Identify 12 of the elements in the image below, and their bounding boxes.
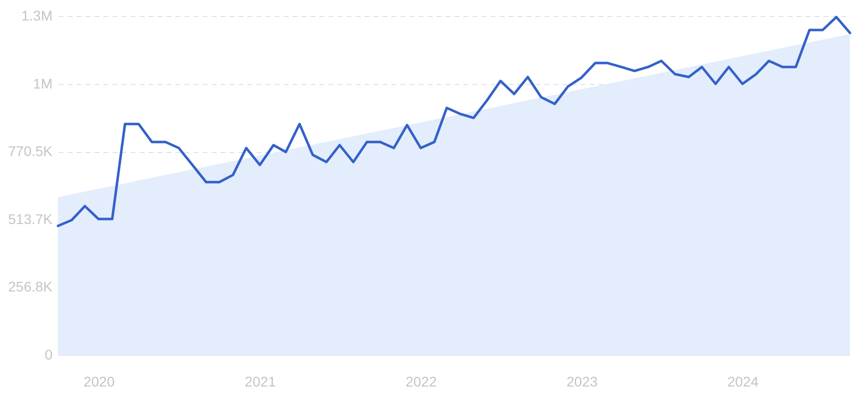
x-tick-label: 2021 bbox=[244, 374, 276, 390]
x-tick-label: 2020 bbox=[83, 374, 115, 390]
x-tick-label: 2024 bbox=[727, 374, 759, 390]
line-series bbox=[56, 16, 852, 228]
y-tick-label: 770.5K bbox=[8, 143, 54, 160]
y-tick-label: 513.7K bbox=[8, 210, 54, 227]
y-tick-label: 256.8K bbox=[8, 278, 54, 295]
x-tick-label: 2022 bbox=[406, 374, 438, 390]
x-tick-label: 2023 bbox=[566, 374, 598, 390]
y-tick-label: 1M bbox=[33, 75, 52, 92]
y-tick-label: 1.3M bbox=[21, 8, 52, 24]
y-tick-label: 0 bbox=[44, 346, 53, 362]
